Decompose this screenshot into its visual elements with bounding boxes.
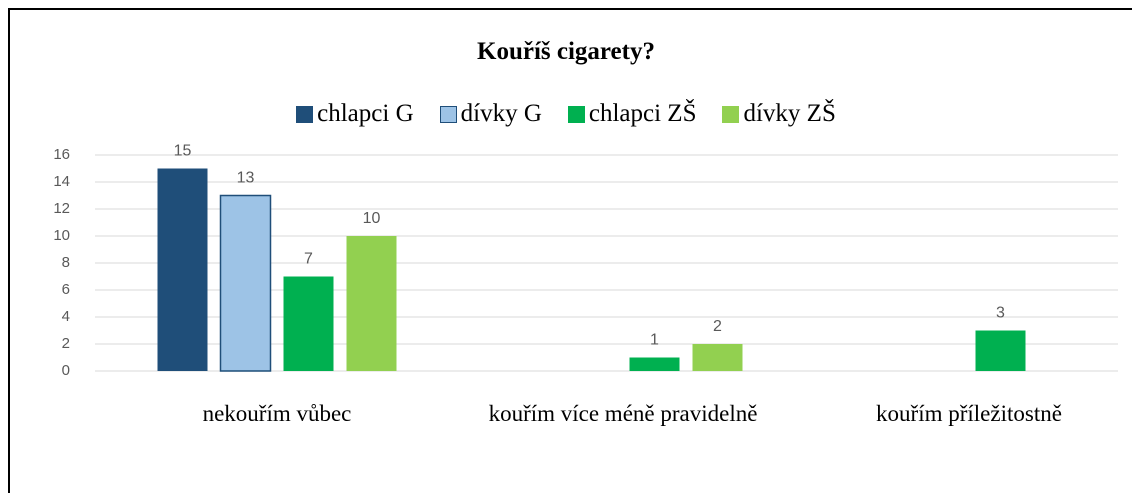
legend-item: chlapci G bbox=[296, 100, 414, 128]
x-tick-label: kouřím více méně pravidelně bbox=[488, 401, 758, 426]
legend-swatch bbox=[296, 105, 314, 123]
bar bbox=[629, 357, 680, 371]
legend-label: chlapci ZŠ bbox=[588, 100, 697, 127]
data-label: 15 bbox=[174, 143, 192, 160]
legend-label: chlapci G bbox=[317, 100, 414, 127]
legend-item: dívky G bbox=[439, 100, 542, 128]
y-tick-label: 8 bbox=[62, 254, 70, 271]
data-label: 2 bbox=[713, 318, 722, 335]
y-tick-label: 2 bbox=[62, 335, 70, 352]
data-label: 13 bbox=[237, 170, 255, 187]
data-label: 3 bbox=[996, 305, 1005, 322]
legend-swatch bbox=[722, 105, 740, 123]
legend-label: dívky ZŠ bbox=[743, 100, 836, 127]
y-tick-label: 12 bbox=[53, 200, 70, 217]
bar bbox=[157, 168, 208, 371]
frame bbox=[8, 8, 1132, 493]
data-label: 10 bbox=[363, 210, 381, 227]
chart-title: Kouříš cigarety? bbox=[477, 38, 655, 65]
x-tick-label: nekouřím vůbec bbox=[202, 401, 352, 426]
legend: chlapci G dívky G chlapci ZŠ dívky ZŠ bbox=[0, 100, 1132, 128]
bar bbox=[692, 344, 743, 371]
bar bbox=[346, 236, 397, 371]
bar bbox=[283, 276, 334, 371]
y-tick-label: 10 bbox=[53, 227, 70, 244]
y-tick-label: 4 bbox=[62, 308, 70, 325]
legend-item: chlapci ZŠ bbox=[567, 100, 697, 128]
legend-label: dívky G bbox=[460, 100, 542, 127]
legend-swatch bbox=[439, 105, 457, 123]
y-tick-label: 6 bbox=[62, 281, 70, 298]
y-tick-label: 0 bbox=[62, 362, 70, 379]
data-label: 1 bbox=[650, 332, 659, 349]
y-tick-label: 14 bbox=[53, 173, 70, 190]
bar bbox=[975, 330, 1026, 371]
legend-item: dívky ZŠ bbox=[722, 100, 836, 128]
data-label: 7 bbox=[304, 251, 313, 268]
bar bbox=[219, 194, 272, 372]
x-tick-label: kouřím příležitostně bbox=[876, 401, 1062, 426]
y-tick-label: 16 bbox=[53, 146, 70, 163]
legend-swatch bbox=[567, 105, 585, 123]
